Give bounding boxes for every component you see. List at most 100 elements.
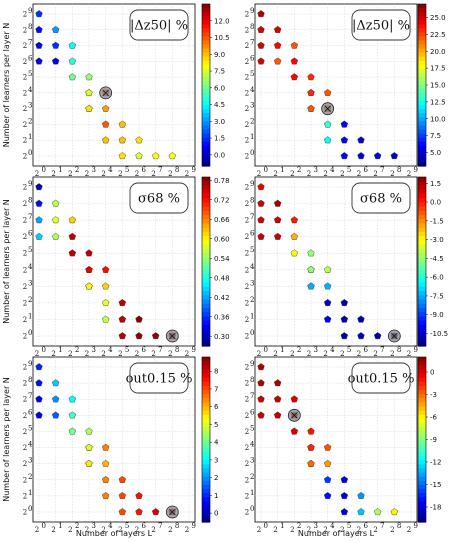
- data-point: [118, 136, 127, 144]
- colorbar-segment: [418, 517, 426, 523]
- colorbar-segment: [418, 36, 426, 42]
- colorbar-segment: [418, 133, 426, 139]
- data-point: [35, 41, 43, 49]
- y-tick-exponent: 9: [250, 7, 254, 15]
- colorbar-segment: [202, 303, 210, 309]
- colorbar-segment: [202, 472, 210, 478]
- colorbar-tick-label: 0.0: [214, 151, 225, 159]
- y-tick-label: 2: [245, 364, 249, 372]
- x-tick-label: 2: [101, 350, 105, 358]
- y-tick-label: 2: [23, 42, 27, 50]
- colorbar-tick-label: 2: [214, 474, 218, 482]
- y-tick-exponent: 0: [28, 505, 32, 513]
- y-tick-exponent: 3: [28, 279, 32, 287]
- y-tick-exponent: 9: [28, 360, 32, 368]
- colorbar-segment: [202, 410, 210, 416]
- colorbar-segment: [418, 198, 426, 203]
- colorbar-segment: [202, 333, 210, 339]
- y-tick-exponent: 6: [250, 54, 255, 62]
- x-tick-label: 2: [340, 170, 344, 178]
- colorbar-segment: [418, 215, 426, 220]
- colorbar-segment: [202, 28, 210, 33]
- colorbar-segment: [202, 236, 210, 241]
- colorbar-segment: [202, 56, 210, 62]
- data-point: [118, 492, 127, 499]
- data-point: [85, 282, 93, 290]
- colorbar-segment: [202, 121, 210, 127]
- colorbar-segment: [202, 282, 210, 288]
- x-tick-label: 2: [35, 170, 39, 178]
- data-point: [101, 475, 110, 483]
- x-tick-label: 2: [68, 526, 72, 534]
- colorbar-segment: [202, 390, 210, 395]
- colorbar-segment: [418, 468, 426, 474]
- x-tick-label: 2: [257, 170, 261, 178]
- colorbar-segment: [202, 202, 210, 208]
- colorbar-segment: [418, 181, 426, 187]
- y-tick-exponent: 7: [28, 39, 32, 47]
- data-point: [307, 443, 315, 451]
- colorbar-tick-label: 10.0: [430, 115, 446, 123]
- colorbar-segment: [202, 253, 210, 258]
- best-point-cross: [324, 105, 331, 112]
- best-point-cross: [391, 332, 398, 340]
- colorbar-segment: [202, 377, 210, 383]
- colorbar-segment: [418, 299, 426, 305]
- y-tick-exponent: 5: [28, 246, 32, 254]
- colorbar-segment: [418, 427, 426, 432]
- y-tick-exponent: 8: [250, 197, 254, 205]
- data-point: [135, 508, 143, 516]
- best-point-cross: [291, 412, 298, 419]
- colorbar-segment: [418, 447, 426, 453]
- data-point: [257, 379, 265, 387]
- colorbar-segment: [202, 137, 210, 143]
- data-point: [273, 57, 282, 65]
- colorbar-segment: [418, 202, 426, 208]
- data-point: [135, 152, 143, 160]
- x-tick-exponent: 7: [380, 166, 384, 174]
- colorbar-segment: [418, 312, 426, 318]
- y-tick-exponent: 9: [250, 360, 254, 368]
- colorbar-tick-label: 4: [214, 439, 219, 447]
- colorbar-tick-label: 8: [214, 368, 218, 376]
- colorbar-segment: [202, 68, 210, 74]
- colorbar-frame: [417, 176, 427, 347]
- data-point: [85, 73, 93, 81]
- y-tick-exponent: 2: [28, 296, 32, 304]
- colorbar-segment: [202, 60, 210, 66]
- colorbar-segment: [202, 316, 210, 322]
- colorbar-segment: [202, 210, 210, 216]
- colorbar-segment: [418, 206, 426, 212]
- x-tick-exponent: 0: [42, 346, 46, 354]
- x-tick-exponent: 5: [347, 346, 351, 354]
- best-point-cross: [169, 332, 176, 340]
- x-tick-label: 2: [135, 170, 139, 178]
- colorbar-segment: [202, 145, 210, 151]
- data-point: [35, 232, 43, 240]
- data-point: [257, 10, 265, 18]
- x-tick-label: 2: [151, 526, 155, 534]
- colorbar-segment: [418, 369, 426, 375]
- y-tick-exponent: 7: [250, 392, 254, 400]
- colorbar-segment: [202, 468, 210, 474]
- colorbar-tick-label: 20.0: [430, 48, 446, 56]
- colorbar-segment: [202, 93, 210, 98]
- colorbar-segment: [418, 307, 426, 313]
- y-tick-exponent: 0: [250, 329, 254, 337]
- y-tick-label: 2: [23, 266, 27, 274]
- colorbar-segment: [418, 501, 426, 507]
- legend-box: [129, 362, 189, 394]
- x-tick-label: 2: [340, 526, 344, 534]
- data-point: [257, 57, 265, 65]
- colorbar-segment: [418, 509, 426, 515]
- colorbar-segment: [202, 406, 210, 412]
- colorbar-tick-label: -7.5: [430, 292, 444, 300]
- data-point: [85, 459, 93, 467]
- y-tick-label: 2: [23, 184, 27, 192]
- data-point: [135, 332, 143, 340]
- colorbar-segment: [418, 497, 426, 502]
- data-point: [51, 395, 60, 403]
- data-point: [323, 299, 332, 306]
- colorbar-frame: [201, 356, 211, 523]
